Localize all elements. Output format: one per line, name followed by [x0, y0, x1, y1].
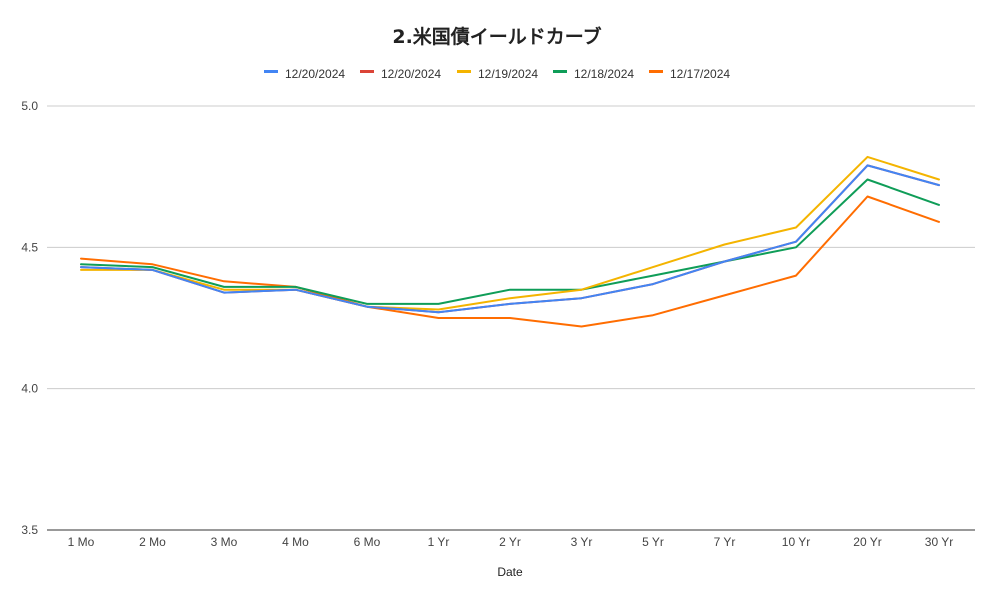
legend-label: 12/20/2024 — [381, 67, 441, 81]
legend-label: 12/18/2024 — [574, 67, 634, 81]
series-line-12-18-2024 — [80, 178, 940, 305]
x-tick-label: 20 Yr — [853, 535, 881, 549]
x-tick-label: 3 Yr — [571, 535, 593, 549]
x-tick-label: 1 Mo — [68, 535, 95, 549]
legend-label: 12/20/2024 — [285, 67, 345, 81]
series-lines — [80, 155, 940, 328]
x-axis-ticks: 1 Mo 2 Mo 3 Mo 4 Mo 6 Mo 1 Yr 2 Yr 3 Yr 5 Yr 7 Yr… — [68, 535, 954, 549]
y-tick-label: 3.5 — [21, 523, 38, 537]
legend: 12/20/2024 12/20/2024 12/19/2024 12/18/2024… — [264, 67, 730, 81]
x-tick-label: 1 Yr — [428, 535, 450, 549]
chart-title: 2.米国債イールドカーブ — [392, 25, 601, 48]
x-tick-label: 6 Mo — [354, 535, 381, 549]
x-tick-label: 3 Mo — [211, 535, 238, 549]
legend-swatch — [553, 70, 567, 73]
y-axis-ticks: 3.5 4.0 4.5 5.0 — [21, 99, 38, 537]
legend-swatch — [457, 70, 471, 73]
y-tick-label: 4.0 — [21, 382, 38, 396]
series-line-12-19-2024 — [80, 155, 940, 311]
x-axis-title: Date — [497, 565, 523, 579]
x-tick-label: 2 Yr — [499, 535, 521, 549]
gridlines — [47, 105, 975, 531]
legend-swatch — [649, 70, 663, 73]
legend-swatch — [264, 70, 278, 73]
x-tick-label: 30 Yr — [925, 535, 953, 549]
series-line-12-17-2024 — [80, 195, 940, 328]
x-tick-label: 5 Yr — [642, 535, 664, 549]
legend-swatch — [360, 70, 374, 73]
x-tick-label: 4 Mo — [282, 535, 309, 549]
y-tick-label: 4.5 — [21, 240, 38, 254]
y-tick-label: 5.0 — [21, 99, 38, 113]
series-line-12-20-2024 — [80, 164, 940, 314]
x-tick-label: 2 Mo — [139, 535, 166, 549]
legend-label: 12/19/2024 — [478, 67, 538, 81]
legend-label: 12/17/2024 — [670, 67, 730, 81]
x-tick-label: 10 Yr — [782, 535, 810, 549]
x-tick-label: 7 Yr — [714, 535, 736, 549]
